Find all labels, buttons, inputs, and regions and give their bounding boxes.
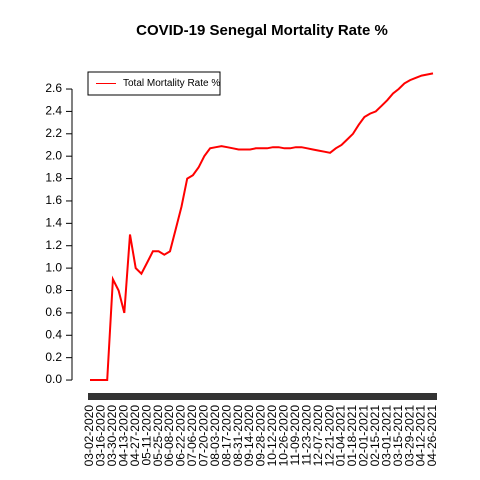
x-tick-label: 04-12-2021 <box>414 405 428 467</box>
x-tick-label: 04-26-2021 <box>425 405 439 467</box>
x-tick-label: 03-30-2020 <box>105 405 119 467</box>
x-tick-label: 03-02-2020 <box>82 405 96 467</box>
y-tick-label: 2.0 <box>45 148 62 162</box>
y-tick-label: 2.6 <box>45 81 62 95</box>
x-tick-label: 05-25-2020 <box>151 405 165 467</box>
legend-label: Total Mortality Rate % <box>123 78 220 89</box>
x-tick-label: 12-21-2020 <box>322 405 336 467</box>
y-tick-label: 1.0 <box>45 260 62 274</box>
x-tick-label: 04-13-2020 <box>116 405 130 467</box>
x-tick-label: 04-27-2020 <box>128 405 142 467</box>
y-tick-label: 2.4 <box>45 104 62 118</box>
x-tick-label: 12-07-2020 <box>311 405 325 467</box>
x-tick-label: 08-31-2020 <box>231 405 245 467</box>
x-tick-label: 11-23-2020 <box>299 405 313 466</box>
y-tick-label: 1.6 <box>45 193 62 207</box>
x-tick-label: 09-28-2020 <box>254 405 268 467</box>
y-tick-label: 1.4 <box>45 216 62 230</box>
x-tick-label: 10-12-2020 <box>265 405 279 467</box>
chart-title: COVID-19 Senegal Mortality Rate % <box>136 22 388 39</box>
y-tick-label: 0.0 <box>45 372 62 386</box>
y-tick-label: 0.2 <box>45 350 62 364</box>
x-tick-label: 05-11-2020 <box>139 405 153 466</box>
x-tick-label: 03-01-2021 <box>379 405 393 467</box>
x-tick-label: 07-06-2020 <box>185 405 199 467</box>
y-tick-label: 0.6 <box>45 305 62 319</box>
x-tick-label: 11-09-2020 <box>288 405 302 466</box>
x-tick-band <box>88 393 437 400</box>
x-tick-label: 09-14-2020 <box>242 405 256 467</box>
legend-box <box>87 71 221 96</box>
x-tick-label: 03-15-2021 <box>391 405 405 467</box>
x-tick-label: 08-03-2020 <box>208 405 222 467</box>
x-tick-label: 10-26-2020 <box>277 405 291 467</box>
y-tick-label: 1.2 <box>45 238 62 252</box>
x-tick-label: 08-17-2020 <box>219 405 233 467</box>
x-tick-label: 02-15-2021 <box>368 405 382 467</box>
data-line <box>90 72 434 381</box>
x-tick-label: 06-22-2020 <box>174 405 188 467</box>
y-tick-label: 2.2 <box>45 126 62 140</box>
x-tick-label: 03-29-2021 <box>402 405 416 467</box>
x-tick-label: 02-01-2021 <box>357 405 371 467</box>
x-tick-label: 01-04-2021 <box>334 405 348 467</box>
y-tick-label: 0.8 <box>45 283 62 297</box>
x-tick-label: 06-08-2020 <box>162 405 176 467</box>
x-tick-label: 07-20-2020 <box>197 405 211 467</box>
x-tick-label: 03-16-2020 <box>94 405 108 467</box>
y-tick-label: 0.4 <box>45 327 62 341</box>
x-tick-label: 01-18-2021 <box>345 405 359 467</box>
y-tick-label: 1.8 <box>45 171 62 185</box>
